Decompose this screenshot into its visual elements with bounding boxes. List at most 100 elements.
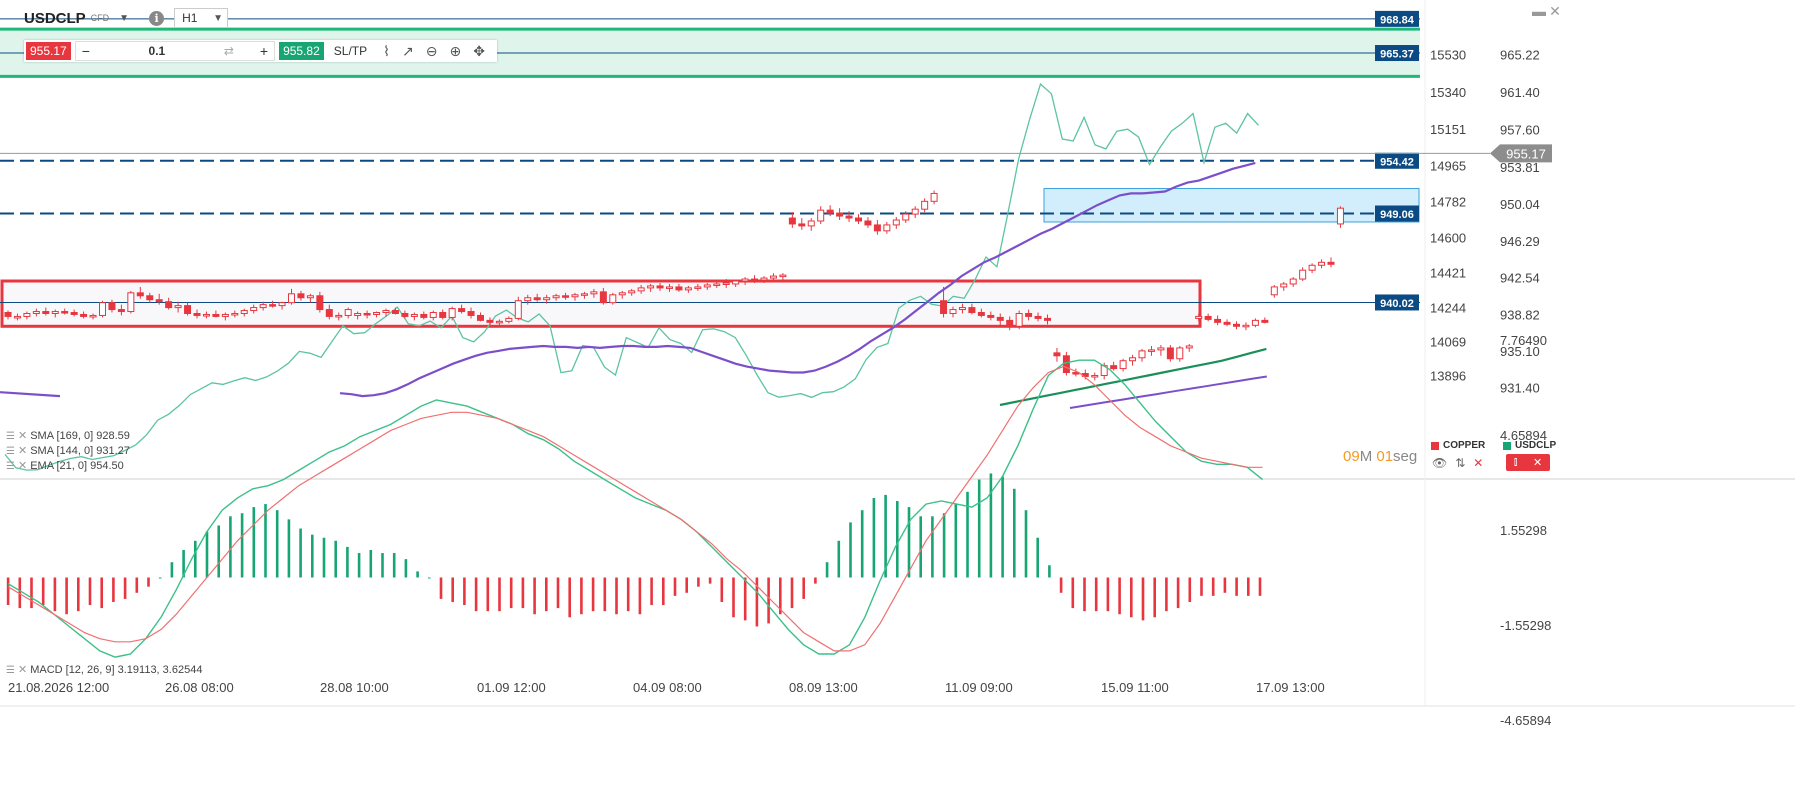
candle-body: [958, 307, 966, 311]
remove-icon[interactable]: ✕: [17, 460, 28, 472]
candle-body: [391, 310, 399, 314]
remove-copper-icon[interactable]: ✕: [1473, 456, 1484, 470]
macd-label: MACD [12, 26, 9] 3.19113, 3.62544: [30, 664, 203, 676]
macd-tick-label: -1.55298: [1500, 618, 1551, 633]
move-icon[interactable]: ✥: [473, 42, 485, 59]
macd-hist-bar: [135, 577, 139, 593]
draw-tools-icon[interactable]: ↗: [401, 42, 414, 59]
price-tick-label: 961.40: [1500, 85, 1540, 100]
candle-body: [193, 312, 201, 316]
macd-hist-bar: [872, 497, 876, 578]
usdclp-chart-type-control[interactable]: ⫾ ✕: [1506, 454, 1550, 471]
macd-hist-bar: [451, 577, 454, 602]
info-icon[interactable]: i: [149, 10, 165, 26]
macd-hist-bar: [1200, 577, 1203, 596]
settings-icon[interactable]: ☰: [6, 461, 15, 472]
close-window-icon[interactable]: ✕: [1549, 3, 1561, 19]
candle-body: [1006, 319, 1014, 327]
macd-hist-bar: [334, 540, 337, 578]
candle-body: [1327, 261, 1335, 265]
overlay-tick-label: 15530: [1430, 48, 1466, 63]
macd-hist-bar: [381, 553, 384, 578]
candle-body: [940, 300, 948, 314]
macd-hist-bar: [299, 528, 302, 578]
legend-sma144[interactable]: ☰ ✕ SMA [144, 0] 931.27: [6, 444, 130, 457]
current-price-tag: [1490, 144, 1552, 163]
macd-tick-label: -4.65894: [1500, 713, 1551, 728]
settings-icon[interactable]: ☰: [6, 665, 15, 676]
timer-seconds-unit: seg: [1393, 448, 1418, 465]
level-label-bg-2: [1375, 152, 1419, 169]
settings-icon[interactable]: ☰: [6, 431, 15, 442]
candle-body: [278, 302, 286, 307]
candle-body: [495, 320, 503, 324]
symbol-name[interactable]: USDCLP: [24, 9, 86, 27]
macd-hist-bar: [568, 577, 571, 618]
candle-body: [817, 209, 825, 222]
macd-hist-bar: [896, 501, 899, 578]
macd-hist-bar: [30, 577, 33, 609]
candle-body: [1119, 360, 1127, 370]
candle-body: [382, 310, 390, 314]
candle-body: [1044, 317, 1051, 321]
legend-ema21[interactable]: ☰ ✕ EMA [21, 0] 954.50: [6, 459, 124, 472]
candle-body: [1034, 315, 1042, 319]
candle-body: [788, 217, 796, 225]
sltp-button[interactable]: SL/TP: [333, 44, 368, 58]
sell-button[interactable]: 955.17: [26, 42, 71, 60]
candle-body: [751, 278, 759, 282]
candle-body: [826, 209, 834, 214]
chevron-down-icon: ▼: [213, 12, 224, 24]
candle-body: [1251, 319, 1259, 326]
zoom-in-icon[interactable]: ⊕: [449, 42, 462, 59]
candle-body: [873, 224, 881, 232]
timeframe-select[interactable]: H1 ▼: [174, 8, 229, 28]
buy-button[interactable]: 955.82: [279, 42, 324, 60]
legend-macd[interactable]: ☰ ✕ MACD [12, 26, 9] 3.19113, 3.62544: [6, 663, 202, 676]
overlay-tick-label: 15340: [1430, 85, 1466, 100]
increase-button[interactable]: +: [259, 43, 269, 59]
candle-body: [89, 314, 97, 318]
zoom-out-icon[interactable]: ⊖: [425, 42, 438, 59]
swap-icon[interactable]: ⇄: [223, 44, 234, 58]
quantity-input[interactable]: 0.1: [148, 44, 166, 58]
macd-hist-bar: [100, 577, 103, 609]
candle-body: [533, 297, 541, 301]
candle-body: [524, 297, 532, 302]
macd-hist-bar: [1223, 577, 1227, 593]
legend-sma169[interactable]: ☰ ✕ SMA [169, 0] 928.59: [6, 429, 130, 442]
candles-icon[interactable]: ⫾: [1513, 456, 1518, 468]
decrease-button[interactable]: −: [81, 43, 90, 59]
remove-icon[interactable]: ✕: [17, 430, 28, 442]
macd-hist-bar: [170, 562, 174, 578]
overlay-tick-label: 14965: [1430, 159, 1466, 174]
candle-body: [240, 310, 248, 314]
candle-body: [1289, 278, 1297, 285]
candle-body: [174, 305, 182, 309]
candle-body: [1072, 372, 1080, 375]
close-icon[interactable]: ✕: [1532, 457, 1543, 469]
line-chart-icon[interactable]: ⌇: [383, 42, 390, 59]
legend-usdclp[interactable]: USDCLP: [1503, 440, 1556, 451]
legend-copper[interactable]: COPPER: [1431, 440, 1485, 451]
overlay-tick-label: 14421: [1430, 266, 1466, 281]
ema21-line: [339, 161, 1256, 398]
eye-icon[interactable]: 👁: [1432, 456, 1448, 470]
candle-body: [779, 274, 787, 278]
macd-tick-label: 1.55298: [1500, 523, 1547, 538]
timer-minutes-unit: M: [1359, 448, 1373, 465]
macd-hist-bar: [287, 519, 291, 578]
reorder-icon[interactable]: ⇅: [1455, 456, 1466, 470]
quantity-stepper[interactable]: − 0.1 ⇄ +: [74, 41, 276, 61]
macd-line: [7, 359, 1264, 658]
settings-icon[interactable]: ☰: [6, 446, 15, 457]
remove-icon[interactable]: ✕: [17, 664, 28, 676]
symbol-dropdown-icon[interactable]: ▼: [119, 12, 130, 24]
remove-icon[interactable]: ✕: [17, 445, 28, 457]
candle-body: [373, 312, 381, 315]
macd-hist-bar: [182, 549, 185, 578]
candle-body: [1204, 315, 1212, 320]
maximize-icon[interactable]: ▬: [1532, 3, 1546, 19]
candle-body: [344, 309, 352, 316]
